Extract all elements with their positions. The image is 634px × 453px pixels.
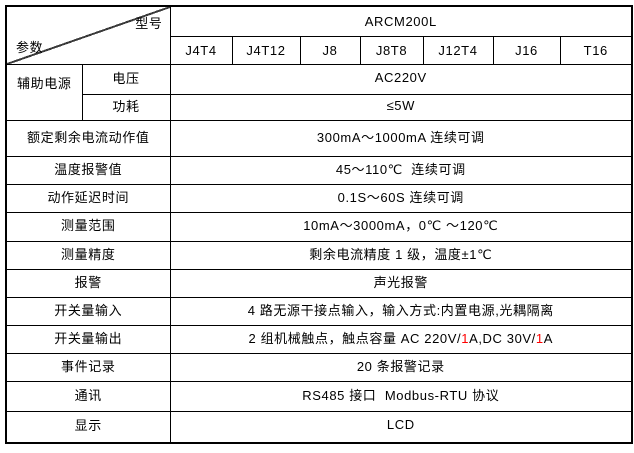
- variant-cell: J16: [492, 36, 561, 65]
- table-row: 开关量输入 4 路无源干接点输入，输入方式:内置电源,光耦隔离: [5, 297, 633, 326]
- diagonal-divider: 型号 参数: [7, 7, 169, 64]
- spec-value: 2 组机械触点，触点容量 AC 220V/1A,DC 30V/1A: [169, 325, 633, 354]
- spec-value: 10mA～3000mA，0℃ ～120℃: [169, 212, 633, 242]
- spec-label: 开关量输入: [5, 297, 171, 326]
- spec-label: 开关量输出: [5, 325, 171, 354]
- power-consumption-label: 功耗: [81, 94, 171, 121]
- spec-label: 事件记录: [5, 353, 171, 382]
- header-corner-cell: 型号 参数: [5, 5, 171, 65]
- spec-label: 测量精度: [5, 241, 171, 270]
- model-header-label: 型号: [135, 16, 163, 31]
- variant-cell: J4T12: [231, 36, 301, 65]
- table-row: 开关量输出 2 组机械触点，触点容量 AC 220V/1A,DC 30V/1A: [5, 325, 633, 354]
- spec-label: 额定剩余电流动作值: [5, 120, 171, 157]
- table-row: J4T4 J4T12 J8 J8T8 J12T4 J16 T16: [6, 36, 633, 65]
- spec-label: 测量范围: [5, 212, 171, 242]
- spec-label: 动作延迟时间: [5, 184, 171, 213]
- variant-cell: J4T4: [169, 36, 233, 65]
- spec-value: 45～110℃ 连续可调: [169, 156, 633, 185]
- spec-value: 300mA～1000mA 连续可调: [169, 120, 633, 157]
- table-row: 型号 参数 ARCM200L: [5, 5, 633, 65]
- spec-value: 20 条报警记录: [169, 353, 633, 382]
- model-series-value: ARCM200L: [169, 5, 633, 38]
- voltage-value: AC220V: [169, 64, 633, 95]
- table-row: 报警 声光报警: [5, 269, 633, 298]
- variant-cell: J8: [299, 36, 361, 65]
- table-row: 动作延迟时间 0.1S～60S 连续可调: [5, 184, 633, 213]
- power-consumption-value: ≤5W: [169, 94, 633, 121]
- aux-power-label: 辅助电源: [5, 64, 83, 121]
- spec-value: 剩余电流精度 1 级，温度±1℃: [169, 241, 633, 270]
- table-row: 通讯 RS485 接口 Modbus-RTU 协议: [5, 381, 633, 412]
- spec-value: 4 路无源干接点输入，输入方式:内置电源,光耦隔离: [169, 297, 633, 326]
- table-row: 温度报警值 45～110℃ 连续可调: [5, 156, 633, 185]
- table-row: 额定剩余电流动作值 300mA～1000mA 连续可调: [5, 120, 633, 157]
- variant-cell: J12T4: [422, 36, 494, 65]
- table-row: 事件记录 20 条报警记录: [5, 353, 633, 382]
- spec-label: 通讯: [5, 381, 171, 412]
- table-row: 辅助电源 电压 AC220V: [5, 64, 633, 121]
- spec-value: 声光报警: [169, 269, 633, 298]
- table-row: 测量范围 10mA～3000mA，0℃ ～120℃: [5, 212, 633, 242]
- spec-value: LCD: [169, 411, 633, 443]
- table-row: 显示 LCD: [5, 411, 633, 443]
- table-row: 测量精度 剩余电流精度 1 级，温度±1℃: [5, 241, 633, 270]
- spec-label: 显示: [5, 411, 171, 443]
- table-row: 功耗 ≤5W: [6, 94, 633, 121]
- spec-label: 温度报警值: [5, 156, 171, 185]
- spec-value: RS485 接口 Modbus-RTU 协议: [169, 381, 633, 412]
- spec-value: 0.1S～60S 连续可调: [169, 184, 633, 213]
- param-header-label: 参数: [16, 40, 44, 55]
- variant-cell: J8T8: [359, 36, 424, 65]
- spec-label: 报警: [5, 269, 171, 298]
- variant-cell: T16: [559, 36, 633, 65]
- spec-table: 型号 参数 ARCM200L J4T4 J4T12 J8 J8T8 J12T4 …: [5, 5, 634, 444]
- voltage-label: 电压: [81, 64, 171, 95]
